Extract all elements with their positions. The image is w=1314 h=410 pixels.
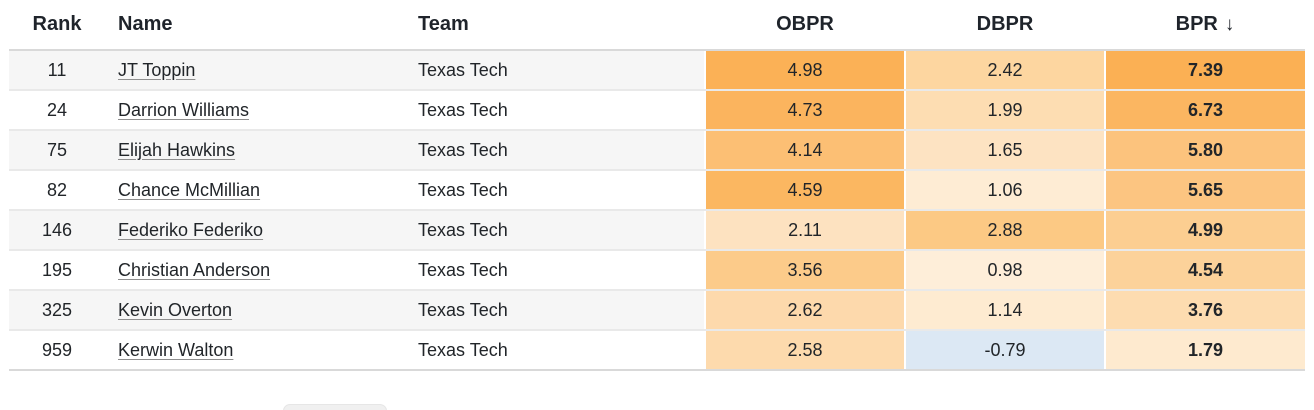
dbpr-value-cell: -0.79 (904, 330, 1105, 371)
obpr-value-cell: 4.98 (704, 50, 905, 91)
table-row: 325 Kevin Overton Texas Tech 2.62 1.14 3.76 (9, 290, 1305, 331)
rank-cell: 82 (9, 170, 105, 211)
column-header-bpr[interactable]: BPR ↓ (1105, 0, 1305, 51)
player-name-cell: Christian Anderson (105, 250, 405, 291)
column-header-dbpr[interactable]: DBPR (905, 0, 1105, 51)
player-name-cell: Kerwin Walton (105, 330, 405, 371)
player-link[interactable]: Kevin Overton (118, 299, 233, 320)
pagination-button-partial[interactable] (283, 404, 387, 410)
dbpr-value-cell: 1.06 (904, 170, 1105, 211)
column-header-rank[interactable]: Rank (9, 0, 105, 51)
obpr-value-cell: 4.73 (704, 90, 905, 131)
table-row: 959 Kerwin Walton Texas Tech 2.58 -0.79 1.79 (9, 330, 1305, 371)
rank-cell: 959 (9, 330, 105, 371)
player-name-cell: Kevin Overton (105, 290, 405, 331)
team-cell: Texas Tech (405, 250, 705, 291)
table-row: 11 JT Toppin Texas Tech 4.98 2.42 7.39 (9, 50, 1305, 91)
obpr-value-cell: 3.56 (704, 250, 905, 291)
team-cell: Texas Tech (405, 90, 705, 131)
column-header-bpr-label: BPR (1175, 13, 1218, 35)
team-cell: Texas Tech (405, 290, 705, 331)
player-name-cell: Chance McMillian (105, 170, 405, 211)
obpr-value-cell: 4.14 (704, 130, 905, 171)
player-link[interactable]: Kerwin Walton (118, 339, 234, 360)
rank-cell: 325 (9, 290, 105, 331)
bpr-value-cell: 5.65 (1104, 170, 1305, 211)
table-row: 82 Chance McMillian Texas Tech 4.59 1.06 5.65 (9, 170, 1305, 211)
column-header-obpr[interactable]: OBPR (705, 0, 905, 51)
player-name-cell: Elijah Hawkins (105, 130, 405, 171)
rank-cell: 75 (9, 130, 105, 171)
dbpr-value-cell: 1.99 (904, 90, 1105, 131)
team-cell: Texas Tech (405, 130, 705, 171)
bpr-value-cell: 7.39 (1104, 50, 1305, 91)
bpr-value-cell: 4.54 (1104, 250, 1305, 291)
table-row: 75 Elijah Hawkins Texas Tech 4.14 1.65 5.80 (9, 130, 1305, 171)
table-row: 24 Darrion Williams Texas Tech 4.73 1.99 6.73 (9, 90, 1305, 131)
header-row: Rank Name Team OBPR DBPR BPR ↓ (9, 0, 1305, 51)
dbpr-value-cell: 1.65 (904, 130, 1105, 171)
player-link[interactable]: Federiko Federiko (118, 219, 264, 240)
rank-cell: 24 (9, 90, 105, 131)
team-cell: Texas Tech (405, 50, 705, 91)
player-link[interactable]: JT Toppin (118, 59, 196, 80)
rank-cell: 11 (9, 50, 105, 91)
rank-cell: 195 (9, 250, 105, 291)
player-name-cell: JT Toppin (105, 50, 405, 91)
rank-cell: 146 (9, 210, 105, 251)
bpr-value-cell: 6.73 (1104, 90, 1305, 131)
dbpr-value-cell: 2.42 (904, 50, 1105, 91)
column-header-name[interactable]: Name (105, 0, 405, 51)
bpr-value-cell: 3.76 (1104, 290, 1305, 331)
team-cell: Texas Tech (405, 210, 705, 251)
dbpr-value-cell: 1.14 (904, 290, 1105, 331)
player-link[interactable]: Elijah Hawkins (118, 139, 236, 160)
table-row: 195 Christian Anderson Texas Tech 3.56 0.98 4… (9, 250, 1305, 291)
obpr-value-cell: 2.58 (704, 330, 905, 371)
player-link[interactable]: Darrion Williams (118, 99, 250, 120)
player-link[interactable]: Chance McMillian (118, 179, 261, 200)
player-ratings-table: Rank Name Team OBPR DBPR BPR ↓ 11 JT Toppi… (9, 0, 1305, 371)
team-cell: Texas Tech (405, 170, 705, 211)
table-row: 146 Federiko Federiko Texas Tech 2.11 2.88 4.… (9, 210, 1305, 251)
team-cell: Texas Tech (405, 330, 705, 371)
bpr-value-cell: 1.79 (1104, 330, 1305, 371)
player-name-cell: Federiko Federiko (105, 210, 405, 251)
obpr-value-cell: 2.62 (704, 290, 905, 331)
dbpr-value-cell: 2.88 (904, 210, 1105, 251)
bpr-value-cell: 4.99 (1104, 210, 1305, 251)
bpr-value-cell: 5.80 (1104, 130, 1305, 171)
dbpr-value-cell: 0.98 (904, 250, 1105, 291)
player-name-cell: Darrion Williams (105, 90, 405, 131)
column-header-team[interactable]: Team (405, 0, 705, 51)
obpr-value-cell: 2.11 (704, 210, 905, 251)
sort-descending-arrow-icon: ↓ (1224, 14, 1235, 35)
player-link[interactable]: Christian Anderson (118, 259, 271, 280)
obpr-value-cell: 4.59 (704, 170, 905, 211)
